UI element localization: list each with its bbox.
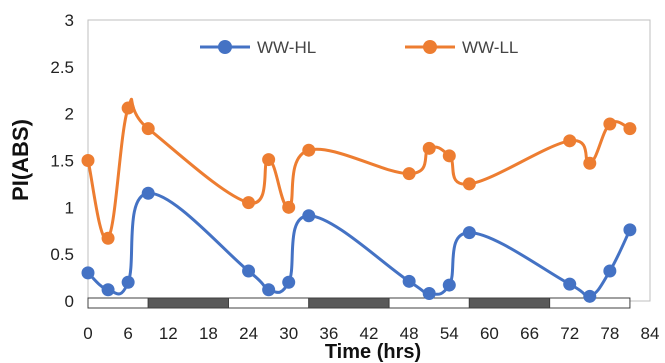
x-tick-label: 48: [400, 324, 419, 343]
x-tick-label: 30: [279, 324, 298, 343]
data-point: [583, 156, 597, 170]
x-tick-label: 6: [123, 324, 132, 343]
data-point: [302, 209, 316, 223]
x-tick-label: 18: [199, 324, 218, 343]
data-point: [402, 274, 416, 288]
data-point: [442, 149, 456, 163]
data-point: [242, 196, 256, 210]
light-period-segment: [228, 297, 310, 309]
data-point: [563, 134, 577, 148]
y-tick-label: 0: [65, 292, 74, 311]
data-point: [101, 283, 115, 297]
x-tick-label: 24: [239, 324, 258, 343]
data-point: [442, 278, 456, 292]
data-point: [242, 264, 256, 278]
y-tick-label: 2.5: [50, 58, 74, 77]
plot-area: [87, 19, 651, 302]
x-tick-label: 42: [360, 324, 379, 343]
data-point: [81, 154, 95, 167]
x-tick-label: 54: [440, 324, 459, 343]
data-point: [422, 141, 436, 155]
data-point: [462, 177, 476, 191]
legend-marker: [423, 40, 437, 54]
x-tick-label: 72: [560, 324, 579, 343]
x-tick-label: 78: [600, 324, 619, 343]
y-tick-label: 0.5: [50, 245, 74, 264]
legend-label: WW-HL: [257, 38, 316, 57]
x-tick-label: 0: [83, 324, 92, 343]
x-axis-ticks: 0 6 12 18 24 30 36 42 48 54 60 66 72 78 84: [83, 324, 659, 343]
light-period-segment: [87, 297, 149, 309]
y-axis-label: PI(ABS): [8, 119, 33, 201]
dark-period-segment: [468, 297, 551, 309]
data-point: [623, 223, 637, 237]
data-point: [422, 287, 436, 301]
data-point: [81, 266, 95, 280]
series-points: [81, 101, 637, 303]
x-tick-label: 66: [520, 324, 539, 343]
data-point: [141, 122, 155, 136]
x-tick-label: 36: [319, 324, 338, 343]
x-tick-label: 12: [159, 324, 178, 343]
data-point: [121, 275, 135, 289]
x-tick-label: 84: [641, 324, 660, 343]
data-point: [141, 186, 155, 200]
legend-label: WW-LL: [462, 38, 518, 57]
data-point: [121, 101, 135, 115]
dark-period-segment: [308, 297, 390, 309]
x-tick-label: 60: [480, 324, 499, 343]
dark-period-segment: [147, 297, 229, 309]
data-point: [262, 283, 276, 297]
x-axis-label: Time (hrs): [325, 341, 421, 363]
y-axis-ticks: 0 0.5 1 1.5 2 2.5 3: [50, 11, 74, 311]
data-point: [462, 226, 476, 240]
data-point: [623, 122, 637, 136]
data-point: [402, 167, 416, 181]
y-tick-label: 1: [65, 198, 74, 217]
data-point: [563, 277, 577, 291]
y-tick-label: 2: [65, 105, 74, 124]
data-point: [101, 231, 115, 245]
y-tick-label: 1.5: [50, 152, 74, 171]
data-point: [583, 289, 597, 303]
y-tick-label: 3: [65, 11, 74, 30]
data-point: [282, 275, 296, 289]
data-point: [603, 117, 617, 131]
legend-marker: [218, 40, 232, 54]
data-point: [302, 143, 316, 157]
photoperiod-bar: [87, 297, 631, 309]
data-point: [603, 264, 617, 278]
data-point: [262, 153, 276, 167]
series-line-0: [86, 191, 632, 299]
data-point: [282, 200, 296, 214]
legend: WW-HL WW-LL: [200, 38, 518, 57]
